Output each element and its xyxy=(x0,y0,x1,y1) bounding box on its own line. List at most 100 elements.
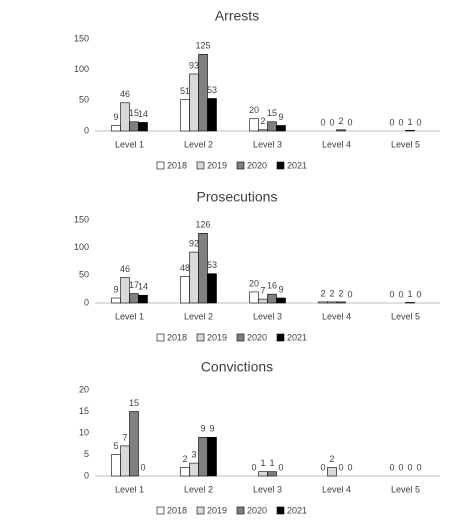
data-label: 0 xyxy=(338,462,343,472)
data-label: 0 xyxy=(347,289,352,299)
bar xyxy=(198,232,208,304)
data-label: 1 xyxy=(269,458,274,468)
data-label: 7 xyxy=(122,432,127,442)
data-label: 0 xyxy=(416,289,421,299)
legend-label: 2020 xyxy=(247,160,267,170)
data-label: 20 xyxy=(249,105,259,115)
x-tick-label: Level 1 xyxy=(115,484,144,494)
x-tick-label: Level 1 xyxy=(115,311,144,321)
data-label: 0 xyxy=(320,117,325,127)
x-tick-label: Level 5 xyxy=(391,311,420,321)
data-label: 0 xyxy=(416,117,421,127)
bar xyxy=(120,102,130,132)
data-label: 0 xyxy=(389,289,394,299)
legend-swatch xyxy=(276,161,285,170)
bar xyxy=(189,251,199,304)
data-label: 9 xyxy=(113,112,118,122)
y-tick-label: 15 xyxy=(79,406,89,416)
legend-swatch xyxy=(156,333,165,342)
legend-swatch xyxy=(236,506,245,515)
data-label: 9 xyxy=(278,284,283,294)
bar xyxy=(189,73,199,132)
legend-swatch xyxy=(156,506,165,515)
bar xyxy=(327,301,337,304)
data-label: 53 xyxy=(207,260,217,270)
data-label: 48 xyxy=(180,263,190,273)
bar xyxy=(276,125,286,132)
bar xyxy=(111,125,121,132)
data-label: 2 xyxy=(182,454,187,464)
bar xyxy=(207,273,217,304)
data-label: 46 xyxy=(120,264,130,274)
x-tick-label: Level 3 xyxy=(253,311,282,321)
legend-swatch xyxy=(156,161,165,170)
y-tick-label: 5 xyxy=(84,449,89,459)
legend-label: 2020 xyxy=(247,505,267,515)
legend-swatch xyxy=(236,333,245,342)
bar xyxy=(258,298,268,304)
data-label: 14 xyxy=(138,109,148,119)
bar xyxy=(336,129,346,132)
bar xyxy=(267,121,277,132)
x-tick-label: Level 2 xyxy=(184,139,213,149)
data-label: 93 xyxy=(189,60,199,70)
legend-swatch xyxy=(196,506,205,515)
bar xyxy=(249,118,259,132)
data-label: 0 xyxy=(416,462,421,472)
data-label: 1 xyxy=(260,458,265,468)
data-label: 0 xyxy=(398,117,403,127)
legend-swatch xyxy=(196,161,205,170)
bar xyxy=(258,471,268,477)
bar xyxy=(276,297,286,304)
data-label: 2 xyxy=(329,288,334,298)
bar xyxy=(120,277,130,304)
bar xyxy=(138,122,148,132)
data-label: 2 xyxy=(338,288,343,298)
bar xyxy=(207,98,217,132)
legend-label: 2019 xyxy=(207,505,227,515)
data-label: 14 xyxy=(138,282,148,292)
bar xyxy=(207,436,217,477)
data-label: 9 xyxy=(113,284,118,294)
x-tick-label: Level 3 xyxy=(253,139,282,149)
y-tick-label: 20 xyxy=(79,384,89,394)
chart-title: Convictions xyxy=(201,359,273,375)
data-label: 0 xyxy=(251,462,256,472)
bar xyxy=(138,294,148,304)
data-label: 15 xyxy=(129,108,139,118)
y-tick-label: 0 xyxy=(84,297,89,307)
data-label: 7 xyxy=(260,286,265,296)
data-label: 1 xyxy=(407,289,412,299)
data-label: 0 xyxy=(398,289,403,299)
bar xyxy=(198,54,208,132)
x-tick-label: Level 2 xyxy=(184,311,213,321)
x-tick-label: Level 4 xyxy=(322,139,351,149)
bar xyxy=(111,297,121,304)
bar xyxy=(267,471,277,477)
bar xyxy=(180,99,190,132)
legend-label: 2019 xyxy=(207,160,227,170)
y-tick-label: 100 xyxy=(74,64,89,74)
data-label: 53 xyxy=(207,85,217,95)
bar xyxy=(129,293,139,304)
y-tick-label: 150 xyxy=(74,33,89,43)
x-tick-label: Level 4 xyxy=(322,311,351,321)
bar xyxy=(327,467,337,477)
data-label: 3 xyxy=(191,449,196,459)
data-label: 51 xyxy=(180,86,190,96)
bar xyxy=(180,276,190,304)
data-label: 126 xyxy=(195,220,210,230)
data-label: 46 xyxy=(120,89,130,99)
data-label: 0 xyxy=(329,117,334,127)
bar xyxy=(189,462,199,477)
data-label: 0 xyxy=(389,462,394,472)
x-tick-label: Level 5 xyxy=(391,139,420,149)
x-tick-label: Level 2 xyxy=(184,484,213,494)
data-label: 0 xyxy=(398,462,403,472)
x-tick-label: Level 3 xyxy=(253,484,282,494)
data-label: 0 xyxy=(347,117,352,127)
data-label: 2 xyxy=(338,116,343,126)
y-tick-label: 10 xyxy=(79,427,89,437)
data-label: 9 xyxy=(200,424,205,434)
legend-label: 2018 xyxy=(167,505,187,515)
